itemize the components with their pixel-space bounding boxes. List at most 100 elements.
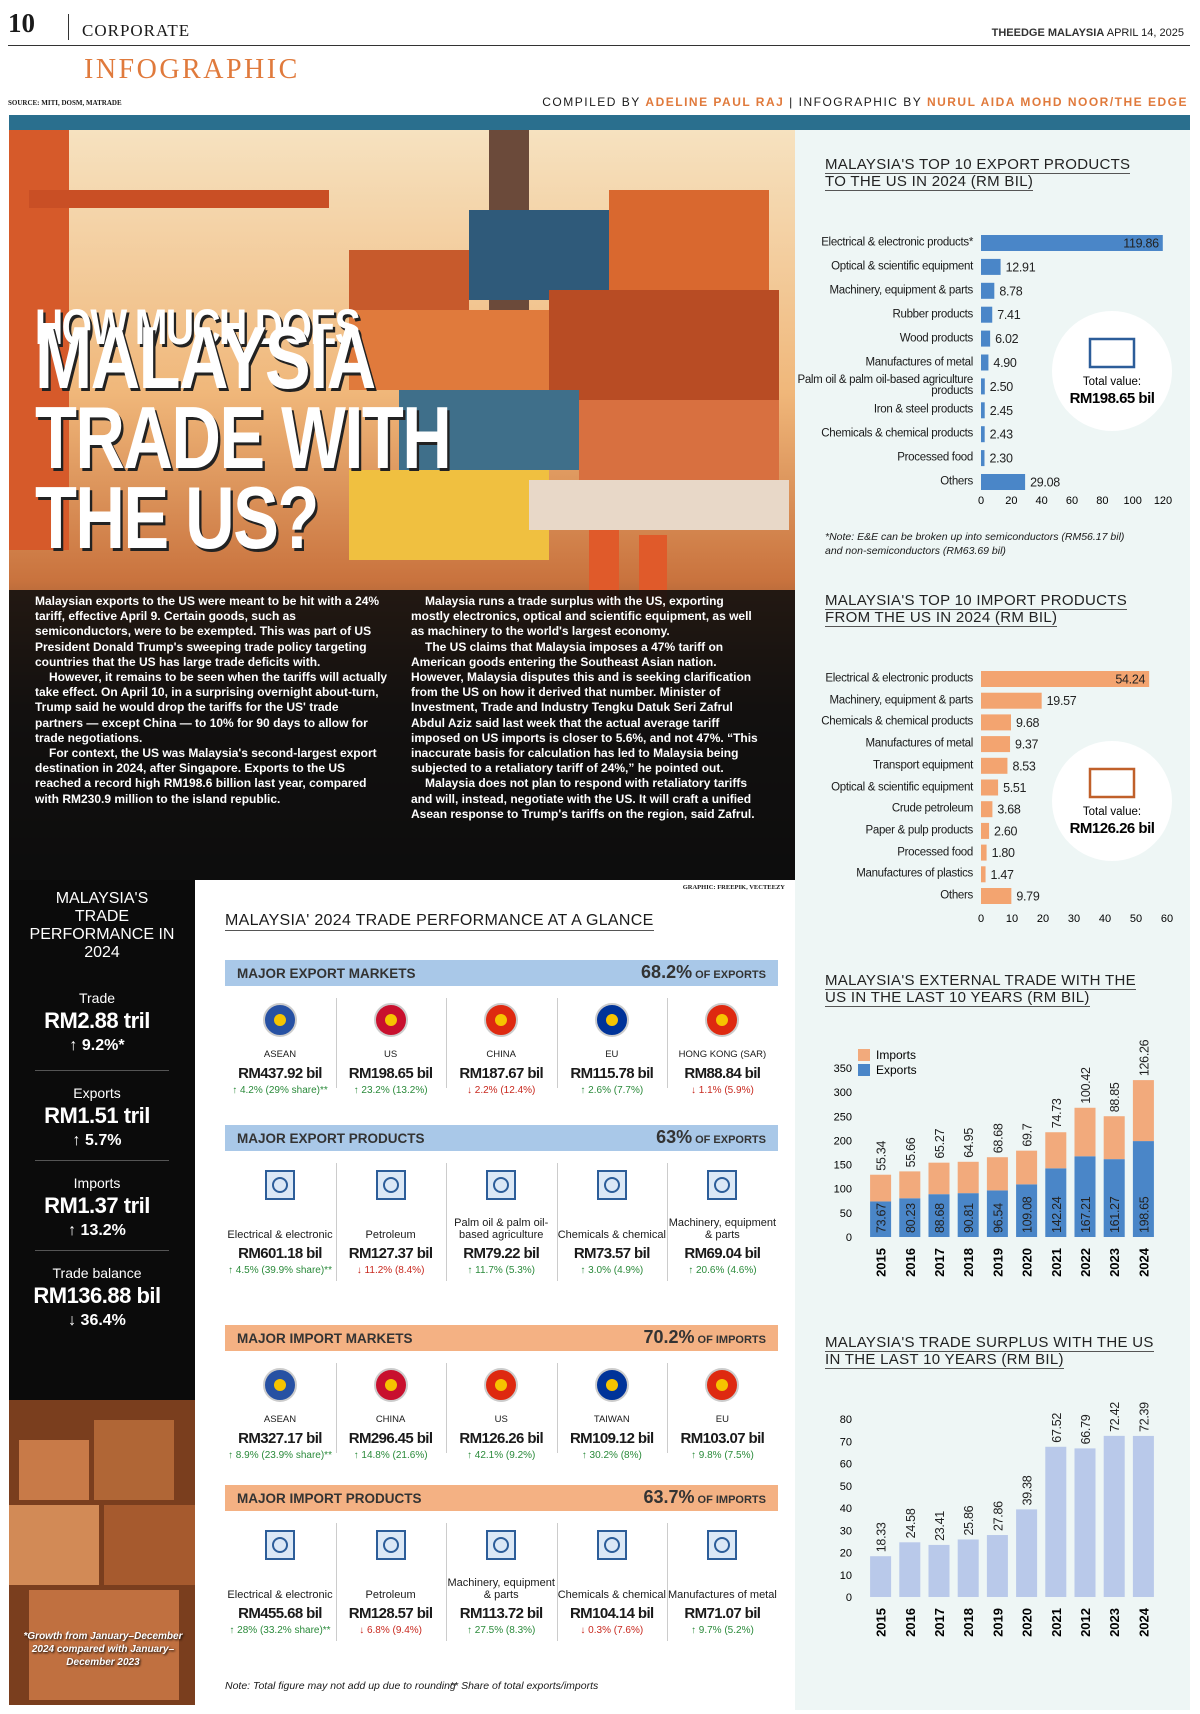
value-label: 2.43: [990, 428, 1013, 442]
value-label: 88.68: [933, 1203, 947, 1233]
source: SOURCE: MITI, DOSM, MATRADE: [8, 99, 122, 107]
value-label: 8.53: [1012, 759, 1035, 773]
category-label: Chemicals & chemical products: [821, 427, 973, 440]
panel-title: MAJOR EXPORT MARKETS: [237, 966, 416, 981]
stat-label: Trade balance: [52, 1265, 142, 1281]
item-change: ↑ 9.8% (7.5%): [690, 1450, 754, 1461]
category-label: Optical & scientific equipment: [831, 260, 973, 273]
item: EU RM103.07 bil ↑ 9.8% (7.5%): [667, 1363, 777, 1461]
item: Chemicals & chemical RM104.14 bil ↓ 0.3% (…: [557, 1523, 667, 1636]
bar: [981, 450, 985, 467]
value-label: 80.23: [904, 1203, 918, 1233]
value-label: 72.42: [1108, 1402, 1122, 1432]
bar: [1132, 1435, 1154, 1597]
item-label: ASEAN: [263, 1414, 297, 1425]
category-label: Chemicals & chemical products: [821, 715, 973, 728]
label: INFOGRAPHIC BY: [798, 95, 923, 109]
item-label: TAIWAN: [593, 1414, 630, 1425]
x-tick-label: 2016: [903, 1248, 918, 1277]
bar-segment: [957, 1161, 979, 1194]
y-tick-label: 50: [840, 1208, 852, 1220]
value-label: 119.86: [1123, 237, 1159, 251]
value-label: 66.79: [1079, 1414, 1093, 1444]
box: [94, 1420, 174, 1500]
icon-shape: [596, 1530, 627, 1560]
category-label: Processed food: [897, 451, 973, 464]
category-label: Palm oil & palm oil-based agriculture pr…: [797, 374, 973, 398]
box: [9, 1505, 99, 1585]
hero-title: THE US?: [35, 468, 319, 567]
x-tick-label: 2012: [1078, 1608, 1093, 1637]
value-label: 72.39: [1137, 1402, 1151, 1432]
y-tick-label: 80: [840, 1414, 852, 1426]
x-tick-label: 2019: [990, 1248, 1005, 1277]
x-tick-label: 2015: [874, 1608, 889, 1637]
x-tick-label: 60: [1161, 913, 1173, 925]
label: COMPILED BY: [542, 95, 641, 109]
item-label: CHINA: [375, 1414, 406, 1425]
item-change: ↓ 1.1% (5.9%): [690, 1085, 754, 1096]
x-tick-label: 2024: [1136, 1247, 1151, 1277]
icon: [707, 1170, 738, 1200]
total-badge: [1052, 311, 1172, 431]
value-label: 39.38: [1021, 1475, 1035, 1505]
stat-label: Trade: [78, 990, 116, 1006]
icon: [707, 1530, 738, 1560]
value-label: 109.08: [1021, 1196, 1035, 1233]
y-tick-label: 300: [834, 1087, 852, 1099]
chart-title-text: MALAYSIA'S TOP 10 EXPORT PRODUCTS TO THE…: [825, 156, 1131, 191]
category-label: Electrical & electronic products*: [821, 236, 973, 249]
stat-value: RM1.51 tril: [44, 1103, 150, 1128]
item: Palm oil & palm oil-based agriculture RM7…: [446, 1163, 556, 1276]
value-label: 2.60: [994, 824, 1017, 838]
panel-share: 63.7% OF IMPORTS: [644, 1487, 767, 1508]
item-value: RM601.18 bil: [238, 1245, 322, 1262]
legend-swatch: [858, 1064, 870, 1076]
icon: [596, 1170, 627, 1200]
panel-title: MAJOR IMPORT PRODUCTS: [237, 1491, 422, 1506]
stat-change: ↑ 13.2%: [68, 1222, 126, 1239]
item-label: Electrical & electronic: [227, 1589, 333, 1601]
y-tick-label: 30: [840, 1525, 852, 1537]
icon: [373, 1003, 408, 1037]
icon-shape: [707, 1530, 738, 1560]
item: Chemicals & chemical RM73.57 bil ↑ 3.0% (4…: [557, 1163, 667, 1276]
separator: [556, 1523, 558, 1641]
flag-emblem: [384, 1379, 397, 1391]
value-label: 55.34: [875, 1141, 889, 1171]
icon-shape: [265, 1530, 295, 1560]
bar: [870, 1556, 892, 1597]
paragraph: Malaysian exports to the US were meant t…: [35, 594, 380, 669]
bar: [928, 1544, 950, 1597]
separator: [667, 998, 669, 1088]
icon-shape: [382, 1537, 399, 1553]
icon-shape: [272, 1177, 288, 1193]
item: Manufactures of metal RM71.07 bil ↑ 9.7% (…: [667, 1523, 777, 1636]
x-tick-label: 2017: [932, 1608, 947, 1637]
y-tick-label: 200: [834, 1135, 852, 1147]
box: [29, 1590, 179, 1700]
item-change: ↑ 8.9% (23.9% share)**: [228, 1450, 332, 1461]
container: [399, 390, 579, 470]
y-tick-label: 150: [834, 1160, 852, 1172]
x-tick-label: 0: [978, 495, 984, 507]
sidebar-title: MALAYSIA'S TRADE PERFORMANCE IN 2024: [29, 890, 175, 961]
item: ASEAN RM437.92 bil ↑ 4.2% (29% share)**: [225, 998, 335, 1096]
value-label: 64.95: [962, 1128, 976, 1158]
chart-title: MALAYSIA'S EXTERNAL TRADE WITH THE US IN…: [825, 972, 1155, 1007]
item-label: EU: [715, 1414, 729, 1425]
panel-title: MAJOR EXPORT PRODUCTS: [237, 1131, 425, 1146]
total-label: Total value:: [1083, 376, 1141, 388]
item-label: Chemicals & chemical: [557, 1589, 666, 1601]
icon-shape: [486, 1530, 517, 1560]
icon: [263, 1003, 297, 1037]
share-value: 68.2%: [641, 962, 693, 982]
container-icon: [1088, 337, 1136, 369]
x-tick-label: 20: [1037, 913, 1049, 925]
cargo: [529, 480, 789, 530]
item: Machinery, equipment & parts RM69.04 bil ↑…: [667, 1163, 777, 1276]
value-label: 8.78: [999, 284, 1022, 298]
divider: [35, 1250, 169, 1251]
value-label: 54.24: [1115, 673, 1145, 687]
note: Note: Total figure may not add up due to…: [225, 1680, 456, 1692]
